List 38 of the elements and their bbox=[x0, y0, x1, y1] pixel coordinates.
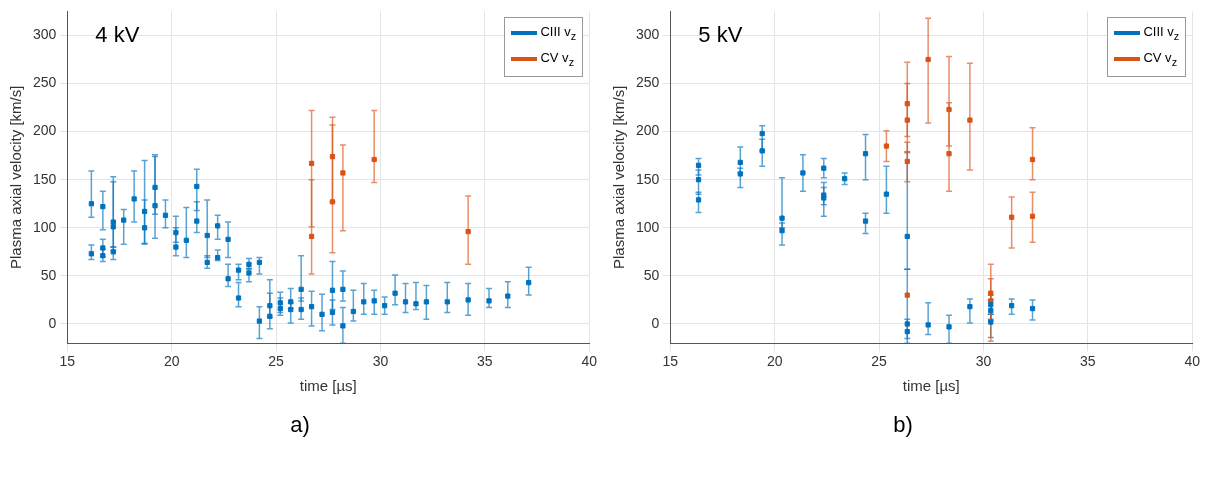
y-tick-label: 150 bbox=[33, 170, 57, 187]
y-tick-label: 250 bbox=[636, 74, 660, 91]
y-tick-label: 200 bbox=[33, 122, 57, 139]
y-tick-label: 300 bbox=[33, 26, 57, 43]
y-tick-label: 50 bbox=[643, 266, 660, 283]
x-axis-title: time [µs] bbox=[902, 377, 960, 395]
text: b) bbox=[892, 412, 914, 438]
y-tick-label: 0 bbox=[651, 314, 660, 331]
x-tick-label: 15 bbox=[662, 353, 679, 370]
text: a) bbox=[289, 412, 311, 438]
y-tick-label: 0 bbox=[48, 314, 57, 331]
x-tick-label: 20 bbox=[766, 353, 783, 370]
y-tick-label: 150 bbox=[636, 170, 660, 187]
legend-label: CIII v$_{z}$ bbox=[1142, 23, 1180, 44]
x-tick-label: 40 bbox=[1184, 353, 1201, 370]
annotation: 5 kV bbox=[698, 22, 743, 48]
x-tick-label: 35 bbox=[1080, 353, 1096, 370]
x-tick-label: 15 bbox=[59, 353, 76, 370]
x-axis-title: time [µs] bbox=[299, 377, 357, 395]
x-tick-label: 25 bbox=[871, 353, 888, 370]
x-tick-label: 30 bbox=[975, 353, 992, 370]
y-tick-label: 50 bbox=[40, 266, 57, 283]
x-tick-label: 30 bbox=[372, 353, 389, 370]
y-tick-label: 300 bbox=[636, 26, 660, 43]
y-axis-title: Plasma axial velocity [km/s] bbox=[610, 85, 628, 269]
y-tick-label: 250 bbox=[33, 74, 57, 91]
x-tick-label: 25 bbox=[268, 353, 285, 370]
x-tick-label: 20 bbox=[163, 353, 180, 370]
legend-label: CV v$_{z}$ bbox=[539, 49, 576, 70]
y-tick-label: 100 bbox=[33, 218, 57, 235]
y-tick-label: 200 bbox=[636, 122, 660, 139]
annotation: 4 kV bbox=[95, 22, 140, 48]
legend-label: CIII v$_{z}$ bbox=[539, 23, 577, 44]
legend-label: CV v$_{z}$ bbox=[1142, 49, 1179, 70]
x-tick-label: 35 bbox=[477, 353, 493, 370]
y-axis-title: Plasma axial velocity [km/s] bbox=[7, 85, 25, 269]
y-tick-label: 100 bbox=[636, 218, 660, 235]
x-tick-label: 40 bbox=[581, 353, 598, 370]
